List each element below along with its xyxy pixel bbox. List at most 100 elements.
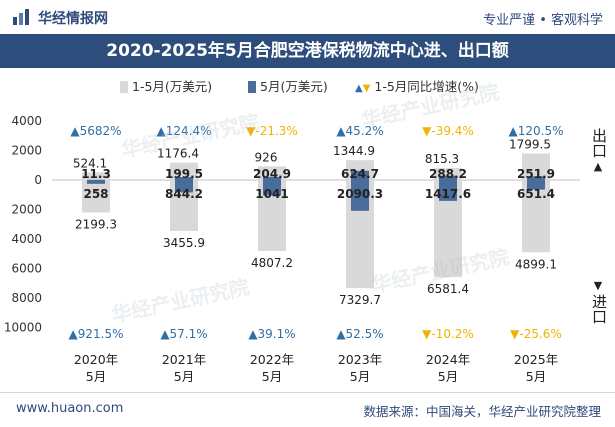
import-ytd-label: 3455.9 bbox=[163, 236, 205, 250]
export-month-bar bbox=[351, 170, 369, 180]
import-month-bar bbox=[175, 180, 193, 193]
export-ytd-label: 926 bbox=[255, 150, 278, 164]
import-ytd-label: 4899.1 bbox=[515, 257, 557, 271]
export-growth-label: ▲120.5% bbox=[509, 124, 564, 138]
import-month-bar bbox=[439, 180, 457, 201]
import-ytd-label: 2199.3 bbox=[75, 217, 117, 231]
export-ytd-label: 815.3 bbox=[425, 152, 459, 166]
export-ytd-label: 1799.5 bbox=[509, 137, 551, 151]
export-growth-label: ▼-39.4% bbox=[422, 124, 474, 138]
chart-title: 2020-2025年5月合肥空港保税物流中心进、出口额 bbox=[0, 34, 615, 68]
import-ytd-label: 4807.2 bbox=[251, 256, 293, 270]
y-tick-label: 6000 bbox=[11, 262, 42, 276]
import-month-label: 2090.3 bbox=[337, 187, 383, 201]
import-side-label: ▼ 进口 bbox=[590, 277, 608, 324]
export-month-label: 204.9 bbox=[253, 167, 291, 181]
x-tick-label-month: 5月 bbox=[438, 369, 458, 384]
export-month-label: 251.9 bbox=[517, 167, 555, 181]
x-tick-label-year: 2020年 bbox=[74, 352, 118, 367]
legend-month: 5月(万美元) bbox=[248, 76, 328, 95]
import-growth-label: ▲39.1% bbox=[248, 327, 295, 341]
export-ytd-bar bbox=[522, 153, 550, 180]
chart-svg: 4000 2000 0 2000 4000 6000 8000 10000 524.111.3 2… bbox=[4, 114, 580, 384]
triangle-down-icon: ▼ bbox=[362, 83, 371, 94]
export-growth-label: ▲124.4% bbox=[157, 124, 212, 138]
import-month-label: 258 bbox=[83, 187, 108, 201]
legend-month-label: 5月(万美元) bbox=[260, 79, 328, 94]
x-tick-label-year: 2025年 bbox=[514, 352, 558, 367]
x-tick-label-year: 2024年 bbox=[426, 352, 470, 367]
slogan: 专业严谨 • 客观科学 bbox=[483, 13, 603, 28]
y-tick-label: 8000 bbox=[11, 291, 42, 305]
export-month-label: 11.3 bbox=[81, 167, 111, 181]
legend-ytd-swatch bbox=[120, 81, 128, 93]
import-ytd-bar bbox=[522, 180, 550, 253]
export-growth-label: ▲5682% bbox=[70, 124, 121, 138]
y-tick-label: 2000 bbox=[11, 203, 42, 217]
import-ytd-label: 7329.7 bbox=[339, 293, 381, 307]
export-month-label: 624.7 bbox=[341, 167, 379, 181]
export-month-bar bbox=[439, 175, 457, 180]
export-month-bar bbox=[175, 177, 193, 180]
y-tick-label: 4000 bbox=[11, 114, 42, 128]
export-side-label: 出口 ▲ bbox=[590, 128, 608, 175]
footer-divider bbox=[0, 392, 615, 393]
import-ytd-label: 6581.4 bbox=[427, 282, 469, 296]
arrow-up-icon: ▲ bbox=[593, 160, 603, 173]
export-growth-label: ▲45.2% bbox=[336, 124, 383, 138]
triangle-up-icon: ▲ bbox=[355, 83, 363, 94]
export-ytd-label: 1344.9 bbox=[333, 144, 375, 158]
import-growth-label: ▼-10.2% bbox=[422, 327, 474, 341]
import-label: 进口 bbox=[590, 294, 608, 324]
export-month-label: 199.5 bbox=[165, 167, 203, 181]
import-growth-label: ▼-25.6% bbox=[510, 327, 562, 341]
y-tick-label: 10000 bbox=[4, 321, 42, 335]
import-month-bar bbox=[263, 180, 281, 196]
chart-area: 4000 2000 0 2000 4000 6000 8000 10000 524.1 11.3 2… bbox=[0, 100, 615, 390]
import-month-label: 1417.6 bbox=[425, 187, 471, 201]
export-growth-label: ▼-21.3% bbox=[246, 124, 298, 138]
import-month-label: 1041 bbox=[255, 187, 288, 201]
legend-ytd: 1-5月(万美元) bbox=[120, 76, 212, 95]
legend-growth: ▲▼ 1-5月同比增速(%) bbox=[355, 76, 479, 95]
export-ytd-bar bbox=[82, 172, 110, 180]
legend-ytd-label: 1-5月(万美元) bbox=[132, 79, 213, 94]
y-tick-label: 2000 bbox=[11, 144, 42, 158]
x-tick-label-month: 5月 bbox=[262, 369, 282, 384]
import-month-label: 651.4 bbox=[517, 187, 555, 201]
x-tick-label-month: 5月 bbox=[174, 369, 194, 384]
y-tick-label: 4000 bbox=[11, 232, 42, 246]
footer-source: 数据来源：中国海关，华经产业研究院整理 bbox=[363, 404, 601, 419]
site-name: 华经情报网 bbox=[38, 11, 108, 27]
export-label: 出口 bbox=[590, 128, 608, 158]
export-month-label: 288.2 bbox=[429, 167, 467, 181]
top-bar: 华经情报网 专业严谨 • 客观科学 bbox=[0, 0, 615, 34]
logo-icon bbox=[12, 8, 32, 30]
export-ytd-bar bbox=[258, 166, 286, 180]
export-month-bar bbox=[263, 176, 281, 180]
import-growth-label: ▲52.5% bbox=[336, 327, 383, 341]
x-tick-label-month: 5月 bbox=[86, 369, 106, 384]
export-ytd-bar bbox=[170, 162, 198, 180]
footer-url[interactable]: www.huaon.com bbox=[16, 401, 124, 416]
legend-month-swatch bbox=[248, 81, 256, 93]
x-tick-label-month: 5月 bbox=[350, 369, 370, 384]
import-month-bar bbox=[527, 180, 545, 190]
legend: 1-5月(万美元) 5月(万美元) ▲▼ 1-5月同比增速(%) bbox=[0, 74, 615, 96]
import-growth-label: ▲57.1% bbox=[160, 327, 207, 341]
import-month-label: 844.2 bbox=[165, 187, 203, 201]
export-ytd-label: 1176.4 bbox=[157, 147, 199, 161]
x-tick-label-month: 5月 bbox=[526, 369, 546, 384]
import-growth-label: ▲921.5% bbox=[69, 327, 124, 341]
arrow-down-icon: ▼ bbox=[593, 279, 603, 292]
x-tick-label-year: 2021年 bbox=[162, 352, 206, 367]
import-month-bar bbox=[87, 180, 105, 184]
import-month-bar bbox=[351, 180, 369, 211]
export-ytd-label: 524.1 bbox=[73, 156, 107, 170]
legend-growth-label: 1-5月同比增速(%) bbox=[374, 79, 479, 94]
y-tick-label: 0 bbox=[34, 173, 42, 187]
export-month-bar bbox=[527, 176, 545, 180]
x-tick-label-year: 2022年 bbox=[250, 352, 294, 367]
import-ytd-bar bbox=[82, 180, 110, 213]
x-tick-label-year: 2023年 bbox=[338, 352, 382, 367]
